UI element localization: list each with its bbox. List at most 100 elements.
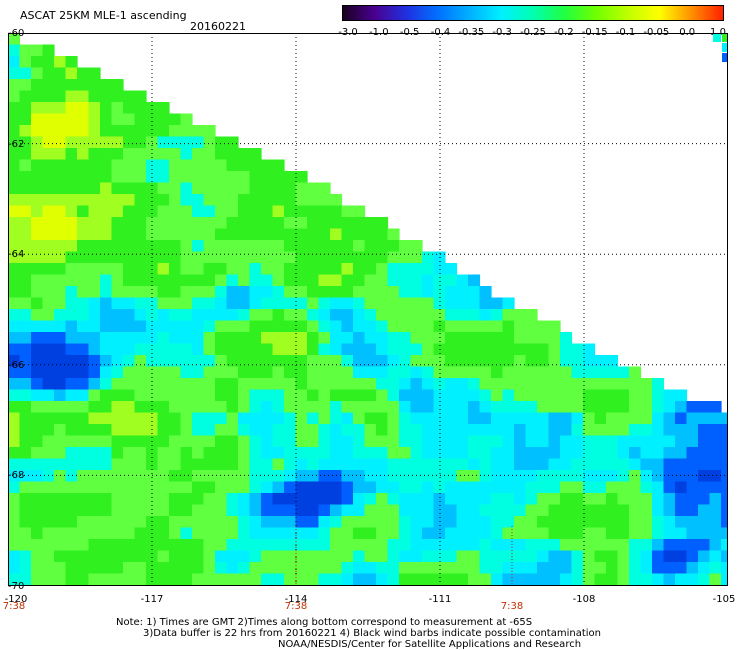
colorbar-tick-label: 1.0 <box>710 27 726 38</box>
wind-cell <box>31 332 44 345</box>
wind-cell <box>169 539 182 552</box>
wind-cell <box>31 343 44 356</box>
wind-cell <box>537 447 550 460</box>
wind-cell <box>77 401 90 414</box>
wind-cell <box>65 205 78 218</box>
wind-cell <box>445 493 458 506</box>
wind-cell <box>146 286 159 299</box>
wind-cell <box>353 286 366 299</box>
wind-cell <box>410 573 423 586</box>
wind-cell <box>675 481 688 494</box>
wind-cell <box>169 562 182 575</box>
wind-cell <box>8 309 21 322</box>
wind-cell <box>445 458 458 471</box>
wind-cell <box>203 573 216 586</box>
wind-cell <box>353 401 366 414</box>
wind-cell <box>422 470 435 483</box>
wind-cell <box>31 562 44 575</box>
wind-cell <box>422 401 435 414</box>
wind-cell <box>353 343 366 356</box>
wind-cell <box>77 159 90 172</box>
wind-cell <box>445 504 458 517</box>
wind-cell <box>42 309 55 322</box>
wind-cell <box>410 550 423 563</box>
wind-cell <box>54 435 67 448</box>
wind-cell <box>307 297 320 310</box>
wind-cell <box>571 378 584 391</box>
wind-cell <box>77 136 90 149</box>
wind-cell <box>123 447 136 460</box>
wind-cell <box>387 424 400 437</box>
wind-cell <box>675 539 688 552</box>
wind-cell <box>721 435 728 448</box>
wind-cell <box>376 573 389 586</box>
wind-cell <box>249 228 262 241</box>
wind-cell <box>261 424 274 437</box>
lon-label: -117 <box>140 594 164 605</box>
wind-cell <box>318 527 331 540</box>
wind-cell <box>571 458 584 471</box>
wind-cell <box>88 125 101 138</box>
wind-cell <box>203 320 216 333</box>
wind-cell <box>238 424 251 437</box>
wind-cell <box>318 516 331 529</box>
wind-cell <box>686 504 699 517</box>
wind-cell <box>295 539 308 552</box>
wind-cell <box>433 470 446 483</box>
wind-cell <box>456 527 469 540</box>
wind-cell <box>157 217 170 230</box>
wind-cell <box>192 562 205 575</box>
wind-cell <box>491 378 504 391</box>
wind-cell <box>502 493 515 506</box>
wind-cell <box>111 539 124 552</box>
wind-cell <box>698 481 711 494</box>
wind-cell <box>272 539 285 552</box>
wind-cell <box>376 389 389 402</box>
wind-cell <box>31 447 44 460</box>
wind-cell <box>583 470 596 483</box>
wind-cell <box>8 355 21 368</box>
wind-cell <box>629 458 642 471</box>
wind-cell <box>272 217 285 230</box>
wind-cell <box>410 424 423 437</box>
wind-cell <box>169 240 182 253</box>
wind-cell <box>502 355 515 368</box>
wind-cell <box>134 435 147 448</box>
wind-cell <box>8 424 21 437</box>
wind-cell <box>123 217 136 230</box>
wind-cell <box>376 516 389 529</box>
wind-cell <box>19 263 32 276</box>
wind-cell <box>180 458 193 471</box>
wind-cell <box>548 447 561 460</box>
wind-cell <box>8 56 21 69</box>
wind-cell <box>272 309 285 322</box>
wind-cell <box>606 493 619 506</box>
wind-cell <box>42 251 55 264</box>
wind-cell <box>249 447 262 460</box>
wind-cell <box>134 493 147 506</box>
wind-cell <box>479 309 492 322</box>
wind-cell <box>295 309 308 322</box>
wind-cell <box>295 332 308 345</box>
wind-cell <box>123 481 136 494</box>
wind-cell <box>88 263 101 276</box>
wind-cell <box>468 481 481 494</box>
wind-cell <box>111 412 124 425</box>
wind-cell <box>77 481 90 494</box>
wind-cell <box>422 493 435 506</box>
wind-cell <box>307 217 320 230</box>
wind-cell <box>686 527 699 540</box>
wind-cell <box>215 493 228 506</box>
wind-cell <box>88 366 101 379</box>
wind-cell <box>215 286 228 299</box>
wind-cell <box>330 504 343 517</box>
wind-cell <box>42 228 55 241</box>
wind-cell <box>295 355 308 368</box>
wind-cell <box>445 378 458 391</box>
wind-cell <box>77 309 90 322</box>
wind-cell <box>537 389 550 402</box>
wind-cell <box>318 343 331 356</box>
wind-cell <box>514 458 527 471</box>
wind-cell <box>617 401 630 414</box>
wind-cell <box>215 136 228 149</box>
